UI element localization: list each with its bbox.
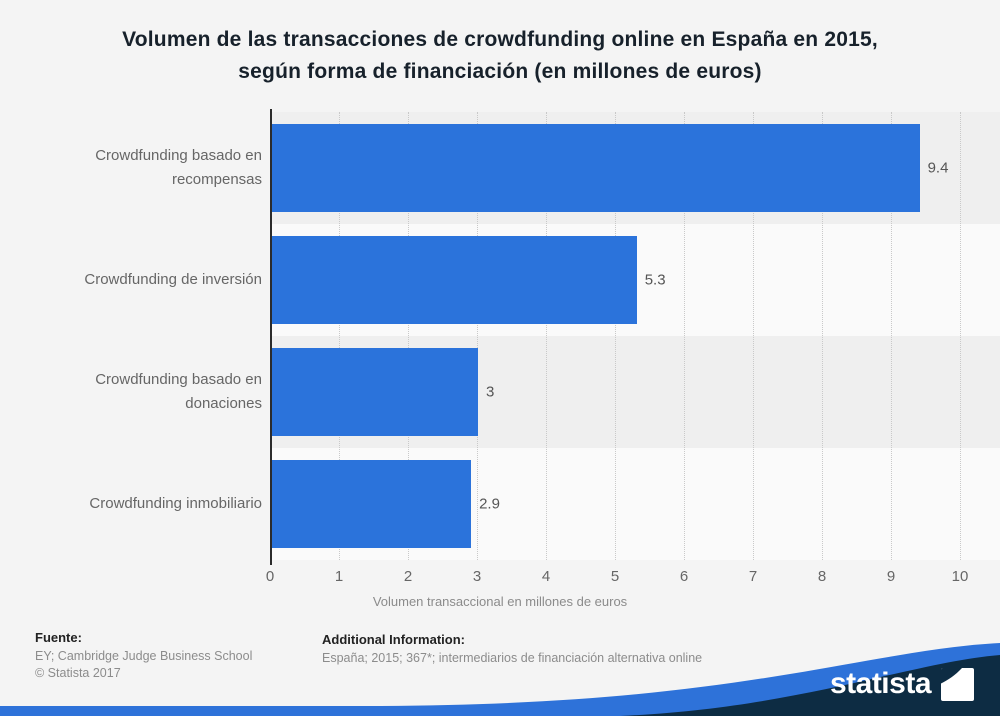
category-labels: Crowdfunding basado en recompensas Crowdf…	[30, 112, 262, 560]
tick-label: 1	[334, 568, 344, 585]
category-label: Crowdfunding basado en donaciones	[95, 371, 262, 412]
additional-info-text: España; 2015; 367*; intermediarios de fi…	[322, 651, 703, 665]
source-heading: Fuente:	[35, 630, 82, 645]
chart-title: Volumen de las transacciones de crowdfun…	[122, 28, 878, 83]
tick-label: 3	[472, 568, 482, 585]
tick-label: 10	[951, 568, 969, 585]
tick-label: 9	[886, 568, 896, 585]
bar	[271, 124, 920, 212]
value-label: 9.4	[927, 159, 949, 177]
gridline	[891, 112, 892, 560]
statista-logo-mark	[941, 667, 974, 701]
bar	[271, 236, 637, 324]
value-label: 5.3	[644, 271, 666, 289]
x-axis-ticks: 0 1 2 3 4 5 6 7 8 9 10	[266, 568, 1000, 588]
value-label: 3	[486, 383, 495, 401]
category-label: Crowdfunding de inversión	[84, 271, 262, 288]
tick-label: 0	[265, 568, 275, 585]
gridline	[684, 112, 685, 560]
plot-area: 9.4 5.3 3 2.9	[270, 112, 1000, 560]
gridline	[477, 112, 478, 560]
bar	[271, 348, 478, 436]
additional-info-block: Additional Information: España; 2015; 36…	[322, 632, 712, 667]
x-axis-title: Volumen transaccional en millones de eur…	[372, 594, 628, 609]
bar	[271, 460, 472, 548]
additional-info-heading: Additional Information:	[322, 632, 465, 647]
statista-logo: statista	[830, 667, 974, 701]
statista-wordmark: statista	[829, 667, 932, 700]
gridline	[408, 112, 409, 560]
source-text: EY; Cambridge Judge Business School	[35, 649, 253, 663]
tick-label: 2	[403, 568, 413, 585]
gridline	[960, 112, 961, 560]
value-label: 2.9	[479, 495, 500, 513]
category-label: Crowdfunding basado en recompensas	[95, 147, 262, 188]
y-axis-line	[270, 109, 272, 565]
tick-label: 6	[679, 568, 689, 585]
gridline	[753, 112, 754, 560]
copyright-text: © Statista 2017	[35, 666, 121, 680]
bar-chart: Crowdfunding basado en recompensas Crowdf…	[0, 112, 1000, 560]
gridline	[822, 112, 823, 560]
footer-wave	[0, 643, 1000, 716]
tick-label: 7	[748, 568, 758, 585]
gridline	[339, 112, 340, 560]
source-block: Fuente: EY; Cambridge Judge Business Sch…	[35, 630, 315, 682]
gridline	[615, 112, 616, 560]
gridline	[546, 112, 547, 560]
tick-label: 8	[817, 568, 827, 585]
category-label: Crowdfunding inmobiliario	[89, 495, 262, 512]
tick-label: 4	[541, 568, 551, 585]
tick-label: 5	[610, 568, 620, 585]
